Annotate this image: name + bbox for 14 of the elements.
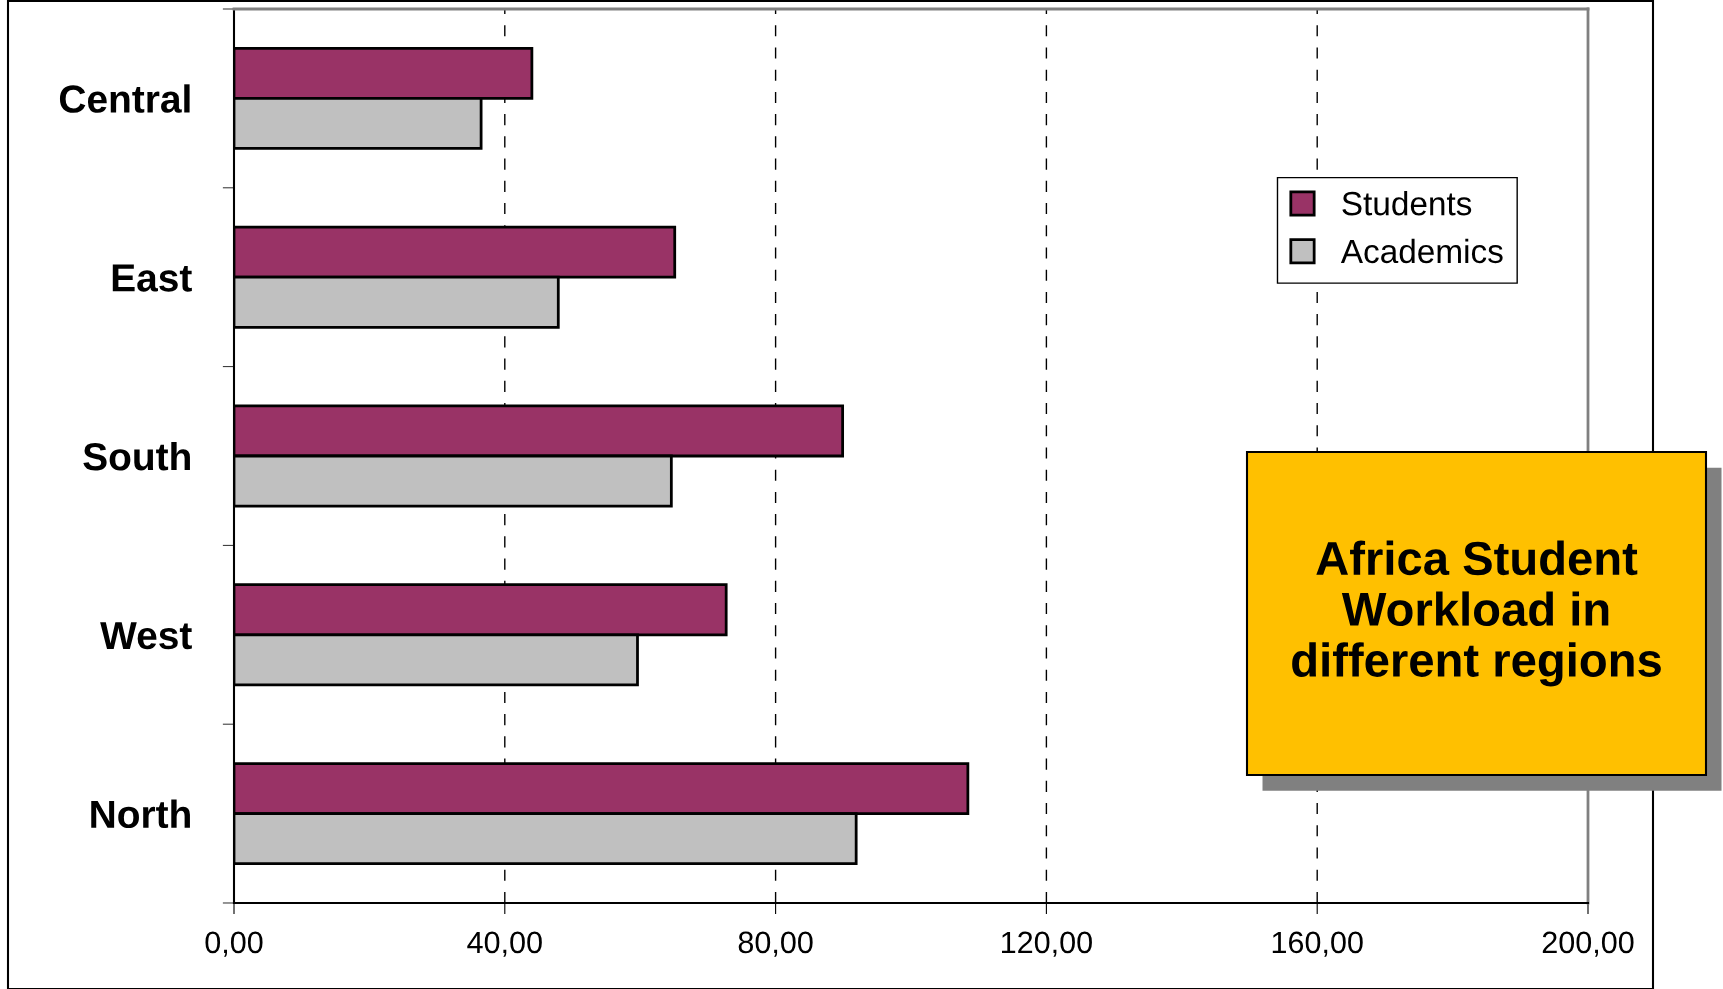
y-tick-label: Central: [59, 84, 190, 113]
x-tick-label: 200,00: [1542, 931, 1634, 957]
x-tick-label: 0,00: [205, 931, 263, 957]
x-tick-label: 40,00: [467, 931, 542, 957]
text: Africa Student Workload in different regions: [1292, 540, 1661, 687]
x-tick-label: 80,00: [738, 931, 813, 957]
legend-label: Students: [1342, 190, 1472, 216]
legend-label: Academics: [1340, 238, 1503, 264]
x-tick-label: 120,00: [1002, 931, 1092, 957]
x-tick-label: 160,00: [1272, 931, 1363, 957]
y-tick-label: South: [83, 441, 190, 471]
y-tick-label: East: [112, 264, 192, 292]
y-tick-label: West: [100, 622, 192, 650]
y-tick-label: North: [91, 799, 190, 829]
